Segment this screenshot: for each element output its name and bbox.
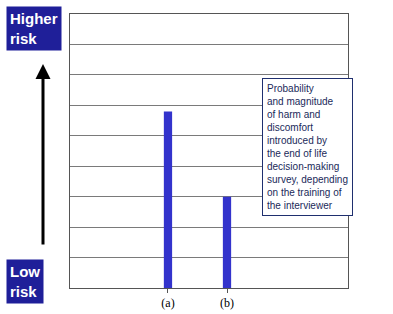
svg-text:Lowrisk: Lowrisk <box>10 263 40 300</box>
svg-text:Probabilityand magnitudeof har: Probabilityand magnitudeof harm anddisco… <box>267 83 348 211</box>
svg-text:Higherrisk: Higherrisk <box>10 10 58 47</box>
svg-text:(b): (b) <box>220 296 234 310</box>
svg-text:(a): (a) <box>161 296 174 310</box>
